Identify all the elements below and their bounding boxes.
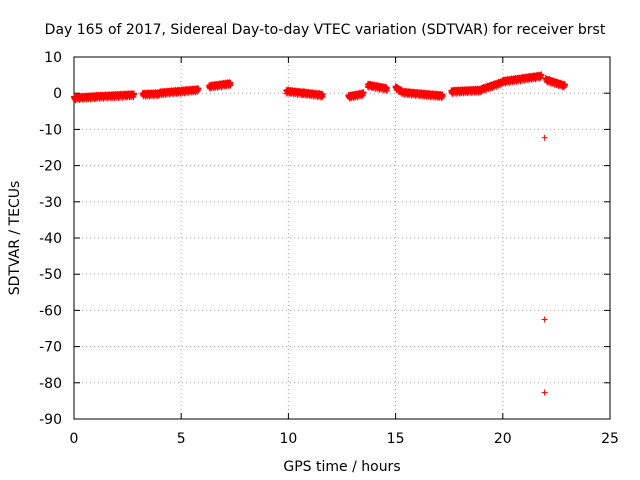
outlier-point — [541, 389, 548, 396]
x-tick-label: 5 — [177, 431, 186, 447]
y-tick-label: -70 — [39, 340, 62, 356]
y-tick-label: 10 — [44, 50, 62, 66]
y-tick-label: -80 — [39, 376, 62, 392]
y-tick-label: -90 — [39, 412, 62, 428]
data-band — [364, 80, 391, 95]
x-axis-label: GPS time / hours — [283, 459, 400, 475]
data-band — [542, 74, 568, 91]
y-axis-label: SDTVAR / TECUs — [7, 181, 23, 296]
y-tick-label: -20 — [39, 159, 62, 175]
y-tick-label: -10 — [39, 122, 62, 138]
x-tick-label: 25 — [601, 431, 619, 447]
y-tick-label: -30 — [39, 195, 62, 211]
y-tick-label: -50 — [39, 267, 62, 283]
data-band — [156, 85, 202, 99]
outlier-point — [541, 316, 548, 323]
x-tick-label: 0 — [70, 431, 79, 447]
data-band — [499, 71, 545, 87]
data-band — [92, 90, 138, 103]
outlier-points — [541, 134, 548, 396]
x-tick-label: 20 — [494, 431, 512, 447]
x-tick-label: 10 — [279, 431, 297, 447]
y-tick-label: -60 — [39, 303, 62, 319]
chart-title: Day 165 of 2017, Sidereal Day-to-day VTE… — [45, 22, 606, 38]
y-tick-label: -40 — [39, 231, 62, 247]
data-band — [345, 89, 367, 102]
y-tick-label: 0 — [53, 86, 62, 102]
grid-lines — [73, 56, 611, 420]
axis-ticks: 10 0 -10 -20 -30 -40 -50 -60 -70 -80 -90 0 5 10 15 20 25 — [39, 50, 619, 447]
data-band — [206, 79, 234, 92]
data-band — [399, 87, 446, 102]
data-band — [448, 85, 485, 97]
sdtvar-series — [71, 71, 568, 104]
outlier-point — [541, 134, 548, 141]
x-tick-label: 15 — [387, 431, 405, 447]
data-band — [300, 88, 326, 101]
